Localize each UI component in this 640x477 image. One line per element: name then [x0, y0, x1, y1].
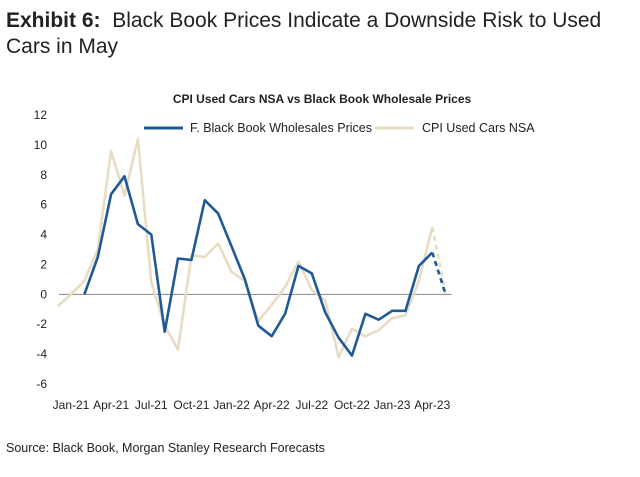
exhibit-heading: Black Book Prices Indicate a Downside Ri… — [6, 9, 602, 58]
legend-label-cpi: CPI Used Cars NSA — [422, 121, 535, 135]
x-tick-label: Jan-23 — [374, 398, 411, 412]
source-note: Source: Black Book, Morgan Stanley Resea… — [6, 441, 325, 455]
series-line-black-book — [83, 175, 434, 357]
y-tick-label: -4 — [36, 347, 47, 361]
x-tick-label: Jul-21 — [135, 398, 168, 412]
y-tick-label: 8 — [40, 168, 47, 182]
y-tick-label: 2 — [40, 257, 47, 271]
line-chart: CPI Used Cars NSA vs Black Book Wholesal… — [34, 92, 536, 412]
x-axis: Jan-21 Apr-21 Jul-21 Oct-21 Jan-22 Apr-22 Jul-… — [53, 398, 451, 412]
x-tick-label: Jan-21 — [53, 398, 90, 412]
x-tick-label: Oct-21 — [173, 398, 209, 412]
x-tick-label: Oct-22 — [334, 398, 370, 412]
x-tick-label: Jan-22 — [213, 398, 250, 412]
legend: F. Black Book Wholesales Prices CPI Used… — [144, 121, 535, 135]
series-line-cpi — [56, 137, 434, 359]
y-axis: -6 -4 -2 0 2 4 6 8 10 12 — [34, 108, 48, 391]
chart-title: CPI Used Cars NSA vs Black Book Wholesal… — [173, 92, 472, 106]
x-tick-label: Apr-22 — [254, 398, 290, 412]
x-tick-label: Jul-22 — [295, 398, 328, 412]
y-tick-label: 12 — [34, 108, 48, 122]
y-tick-label: -6 — [36, 377, 47, 391]
series-group — [56, 137, 447, 359]
exhibit-title: Exhibit 6: Black Book Prices Indicate a … — [6, 8, 630, 60]
y-tick-label: -2 — [36, 317, 47, 331]
series-line-cpi-forecast — [431, 226, 447, 295]
y-tick-label: 4 — [40, 228, 47, 242]
y-tick-label: 10 — [34, 138, 48, 152]
exhibit-label: Exhibit 6: — [6, 9, 101, 32]
series-line-black-book-forecast — [431, 252, 447, 295]
y-tick-label: 0 — [40, 287, 47, 301]
y-tick-label: 6 — [40, 198, 47, 212]
x-tick-label: Apr-21 — [93, 398, 129, 412]
x-tick-label: Apr-23 — [414, 398, 450, 412]
legend-label-black-book: F. Black Book Wholesales Prices — [190, 121, 372, 135]
